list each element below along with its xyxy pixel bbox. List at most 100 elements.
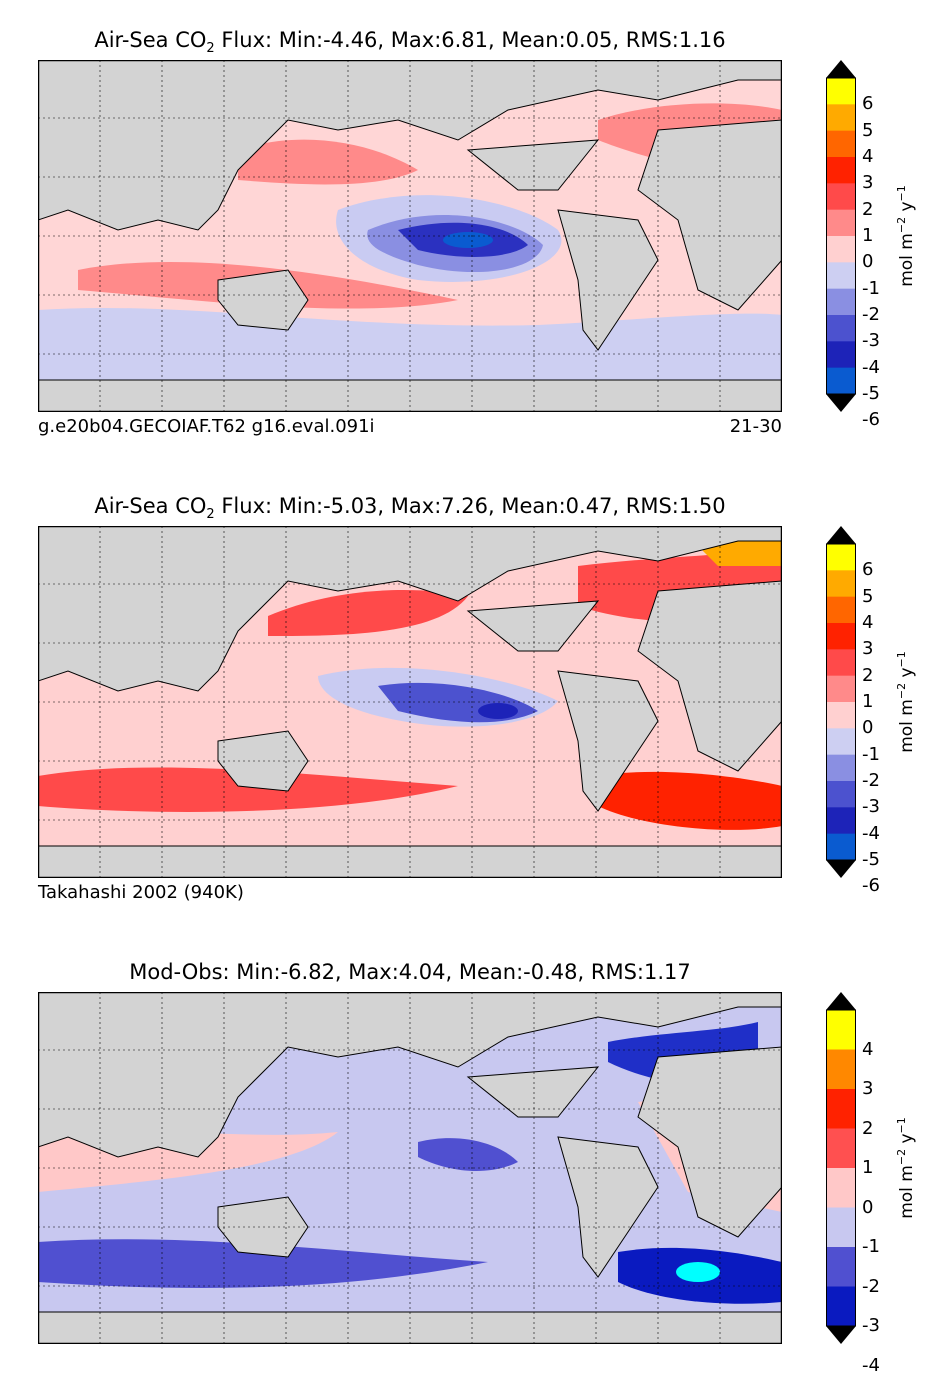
contour-neg-4 (443, 232, 493, 248)
colorbar-tick-label: 4 (862, 1038, 874, 1060)
colorbar-bin (826, 1049, 856, 1090)
colorbar-bin (826, 104, 856, 132)
colorbar-tick-label: 6 (862, 93, 874, 115)
colorbar-unit-label: mol m−2 y−1 (895, 185, 917, 287)
land-mask (38, 60, 782, 412)
colorbar-tick-label: -1 (862, 1236, 880, 1257)
contour-pos-south (38, 767, 458, 812)
colorbar-extend-max (826, 526, 856, 544)
colorbar-tick-label: 1 (862, 1157, 874, 1178)
panel-title: Air-Sea CO2 Flux: Min:-4.46, Max:6.81, M… (94, 28, 726, 57)
panel-1: Air-Sea CO2 Flux: Min:-4.46, Max:6.81, M… (0, 0, 949, 460)
colorbar-bin (826, 702, 856, 729)
colorbar-tick-label: -3 (862, 330, 880, 352)
panel-2: Air-Sea CO2 Flux: Min:-5.03, Max:7.26, M… (0, 466, 949, 926)
colorbar-tick-label: -1 (862, 277, 880, 299)
colorbar-bin (826, 833, 856, 861)
colorbar-bin (826, 209, 856, 237)
colorbar-tick-label: 1 (862, 225, 874, 246)
colorbar-tick-label: -4 (862, 356, 880, 378)
colorbar-bin (826, 288, 856, 316)
map-frame (38, 60, 782, 412)
colorbar-tick-label: 5 (862, 119, 874, 141)
colorbar-unit-label: mol m−2 y−1 (895, 651, 917, 753)
colorbar-bin (826, 341, 856, 369)
colorbar-bin (826, 807, 856, 835)
colorbar-bin (826, 570, 856, 598)
colorbar-tick-label: -6 (862, 875, 880, 897)
colorbar-bin (826, 728, 856, 756)
gridlines (38, 60, 782, 412)
colorbar-bin (826, 1247, 856, 1287)
flux-map (38, 526, 782, 878)
contour-neg-south (38, 1239, 488, 1288)
colorbar-tick-label: 6 (862, 559, 874, 581)
colorbar-bin (826, 183, 856, 211)
colorbar-bin (826, 623, 856, 650)
caption-years: 21-30 (729, 416, 782, 437)
colorbar-extend-min (826, 860, 856, 878)
colorbar-tick-label: -1 (862, 743, 880, 765)
panel-title: Air-Sea CO2 Flux: Min:-5.03, Max:7.26, M… (94, 494, 726, 523)
colorbar-tick-label: 3 (862, 638, 874, 660)
colorbar-bin (826, 1286, 856, 1327)
colorbar-bin (826, 544, 856, 571)
gridlines (38, 526, 782, 878)
caption-source: Takahashi 2002 (940K) (38, 882, 244, 903)
colorbar (826, 60, 856, 412)
colorbar-tick-label: 0 (862, 1196, 874, 1218)
gridlines (38, 992, 782, 1344)
panel-3: Mod-Obs: Min:-6.82, Max:4.04, Mean:-0.48… (0, 932, 949, 1392)
colorbar-bin (826, 1089, 856, 1129)
colorbar-tick-label: -2 (862, 304, 880, 325)
colorbar-tick-label: 4 (862, 612, 874, 633)
colorbar-extend-max (826, 992, 856, 1010)
colorbar-bin (826, 78, 856, 105)
colorbar-tick-label: -3 (862, 796, 880, 818)
colorbar-tick-label: -4 (862, 822, 880, 844)
contour-neg-eq3 (478, 703, 518, 719)
colorbar-tick-label: 5 (862, 585, 874, 607)
colorbar-tick-label: 3 (862, 1078, 874, 1099)
colorbar-bin (826, 262, 856, 290)
colorbar-bin (826, 367, 856, 395)
colorbar-tick-label: 4 (862, 146, 874, 167)
contour-pos-npac (268, 590, 468, 636)
contour-pos-satl (598, 771, 782, 830)
colorbar-tick-label: -2 (862, 770, 880, 791)
map-frame (38, 992, 782, 1344)
colorbar-bin (826, 1128, 856, 1169)
contour-neg-south-min (676, 1262, 720, 1282)
difference-map (38, 992, 782, 1344)
colorbar-bin (826, 675, 856, 703)
colorbar-unit-label: mol m−2 y−1 (895, 1117, 917, 1219)
colorbar-bin (826, 754, 856, 782)
colorbar-extend-min (826, 1326, 856, 1344)
colorbar-tick-label: 0 (862, 251, 874, 273)
colorbar-tick-label: 3 (862, 172, 874, 194)
colorbar-bin (826, 596, 856, 624)
colorbar (826, 992, 856, 1344)
colorbar-tick-label: -2 (862, 1275, 880, 1297)
map-frame (38, 526, 782, 878)
contour-neg-eq (418, 1138, 518, 1172)
colorbar-bin (826, 1207, 856, 1248)
colorbar-tick-label: -5 (862, 383, 880, 404)
colorbar-bin (826, 157, 856, 184)
colorbar-tick-label: 2 (862, 198, 874, 220)
colorbar-tick-label: 2 (862, 1117, 874, 1139)
colorbar-bin (826, 1168, 856, 1208)
flux-map (38, 60, 782, 412)
colorbar-bin (826, 781, 856, 808)
colorbar-extend-max (826, 60, 856, 78)
colorbar-bin (826, 649, 856, 677)
contour-positive-north (238, 139, 418, 185)
colorbar (826, 526, 856, 878)
colorbar-tick-label: 1 (862, 691, 874, 712)
caption-model: g.e20b04.GECOIAF.T62 g16.eval.091i (38, 416, 375, 437)
colorbar-bin (826, 236, 856, 263)
colorbar-bin (826, 130, 856, 158)
colorbar-tick-label: -4 (862, 1354, 880, 1376)
colorbar-tick-label: 0 (862, 717, 874, 739)
panel-title: Mod-Obs: Min:-6.82, Max:4.04, Mean:-0.48… (129, 960, 691, 984)
